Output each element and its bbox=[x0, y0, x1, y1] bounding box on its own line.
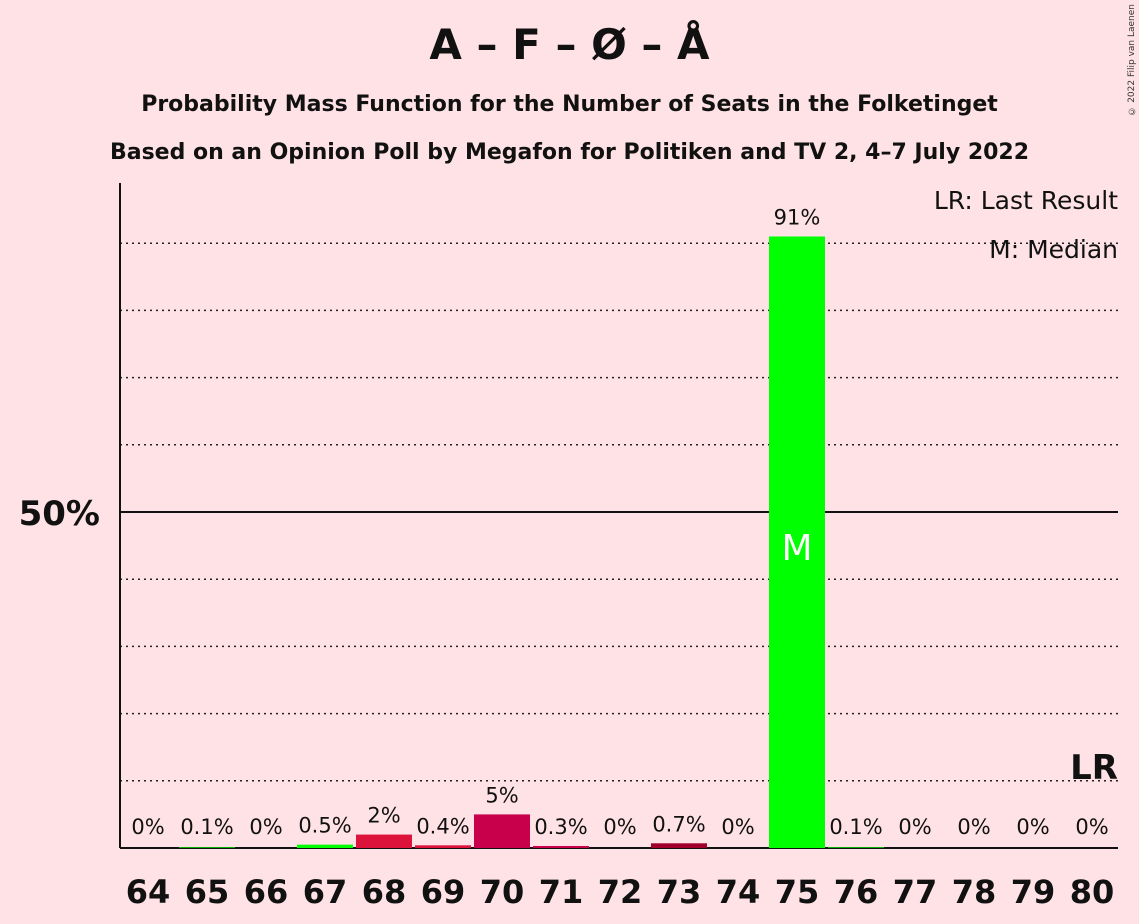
data-label: 91% bbox=[774, 205, 821, 229]
bar bbox=[769, 236, 825, 849]
chart-title: A – F – Ø – Å bbox=[429, 20, 710, 69]
data-label: 0.5% bbox=[298, 814, 351, 838]
bar bbox=[828, 847, 884, 848]
x-tick-label: 71 bbox=[539, 873, 584, 911]
chart-subtitle: Probability Mass Function for the Number… bbox=[141, 92, 998, 117]
y-tick-label: 50% bbox=[19, 494, 100, 534]
bar bbox=[297, 844, 353, 848]
x-tick-label: 64 bbox=[126, 873, 171, 911]
legend-median: M: Median bbox=[989, 235, 1118, 264]
x-tick-label: 77 bbox=[893, 873, 938, 911]
x-tick-label: 74 bbox=[716, 873, 761, 911]
x-tick-label: 80 bbox=[1070, 873, 1115, 911]
data-label: 5% bbox=[485, 783, 518, 807]
last-result-marker: LR bbox=[1070, 748, 1118, 788]
bar bbox=[356, 834, 412, 848]
x-tick-label: 76 bbox=[834, 873, 879, 911]
legend-last-result: LR: Last Result bbox=[934, 186, 1118, 215]
x-tick-label: 65 bbox=[185, 873, 230, 911]
chart-subtitle-poll: Based on an Opinion Poll by Megafon for … bbox=[109, 140, 1030, 165]
bar bbox=[474, 814, 530, 848]
data-label: 0.3% bbox=[534, 815, 587, 839]
data-label: 0% bbox=[721, 815, 754, 839]
bar bbox=[651, 843, 707, 848]
data-label: 0% bbox=[957, 815, 990, 839]
x-tick-label: 79 bbox=[1011, 873, 1056, 911]
data-label: 0% bbox=[1016, 815, 1049, 839]
x-tick-label: 70 bbox=[480, 873, 525, 911]
bar bbox=[179, 847, 235, 848]
x-tick-label: 67 bbox=[303, 873, 348, 911]
bar bbox=[533, 845, 589, 848]
data-label: 0% bbox=[131, 815, 164, 839]
x-tick-label: 69 bbox=[421, 873, 466, 911]
x-tick-label: 73 bbox=[657, 873, 702, 911]
median-marker: M bbox=[781, 528, 812, 569]
data-label: 0% bbox=[603, 815, 636, 839]
x-tick-label: 68 bbox=[362, 873, 407, 911]
data-label: 0.4% bbox=[416, 814, 469, 838]
data-label: 0.7% bbox=[652, 812, 705, 836]
x-tick-label: 78 bbox=[952, 873, 997, 911]
x-tick-label: 72 bbox=[598, 873, 643, 911]
data-label: 0% bbox=[1075, 815, 1108, 839]
data-label: 2% bbox=[367, 804, 400, 828]
data-label: 0.1% bbox=[180, 815, 233, 839]
x-tick-label: 66 bbox=[244, 873, 289, 911]
data-label: 0.1% bbox=[829, 815, 882, 839]
bar bbox=[415, 845, 471, 848]
data-label: 0% bbox=[898, 815, 931, 839]
x-tick-label: 75 bbox=[775, 873, 820, 911]
data-label: 0% bbox=[249, 815, 282, 839]
